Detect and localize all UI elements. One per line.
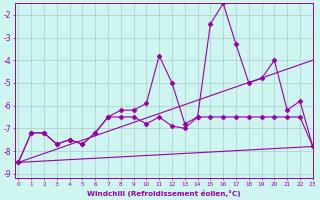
X-axis label: Windchill (Refroidissement éolien,°C): Windchill (Refroidissement éolien,°C)	[87, 190, 241, 197]
